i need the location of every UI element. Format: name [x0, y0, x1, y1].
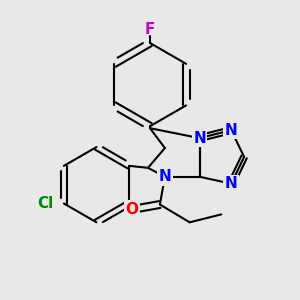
Text: N: N: [225, 176, 238, 191]
Text: Cl: Cl: [38, 196, 54, 211]
Text: F: F: [145, 22, 155, 37]
Text: N: N: [158, 169, 171, 184]
Text: N: N: [225, 123, 238, 138]
Text: O: O: [126, 202, 139, 217]
Text: N: N: [193, 130, 206, 146]
